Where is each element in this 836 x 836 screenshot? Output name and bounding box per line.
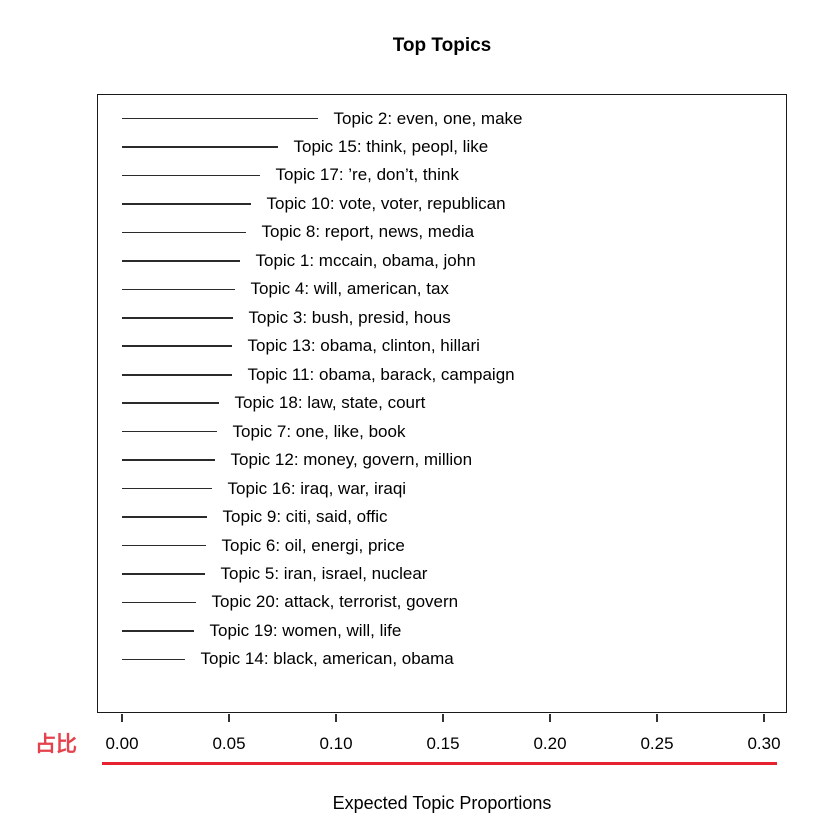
topic-label: Topic 10: vote, voter, republican	[266, 193, 506, 213]
x-axis-tick-label: 0.00	[105, 734, 139, 753]
topic-label: Topic 17: ’re, don’t, think	[275, 165, 459, 185]
topic-proportion-line	[121, 630, 194, 632]
topic-label: Topic 15: think, peopl, like	[293, 136, 489, 156]
topic-label: Topic 2: even, one, make	[333, 108, 523, 128]
topic-proportion-line	[121, 174, 260, 177]
topic-proportion-line	[121, 146, 278, 148]
topic-proportion-line	[121, 231, 246, 234]
topic-row: Topic 12: money, govern, million	[121, 448, 473, 472]
topic-proportion-line	[121, 430, 217, 433]
topic-label: Topic 4: will, american, tax	[250, 279, 449, 299]
topic-proportion-line	[121, 117, 318, 120]
x-axis-tick-label: 0.10	[319, 734, 353, 753]
topic-label: Topic 5: iran, israel, nuclear	[220, 564, 428, 584]
topic-label: Topic 11: obama, barack, campaign	[247, 364, 515, 384]
topic-proportion-line	[121, 373, 232, 376]
topic-label: Topic 3: bush, presid, hous	[248, 307, 451, 327]
topic-row: Topic 13: obama, clinton, hillari	[121, 334, 480, 358]
topic-row: Topic 17: ’re, don’t, think	[121, 163, 459, 187]
topic-proportion-line	[121, 316, 233, 319]
topic-proportion-line	[121, 601, 196, 604]
x-axis-tick-mark	[335, 713, 337, 722]
topic-label: Topic 14: black, american, obama	[200, 649, 454, 669]
topic-label: Topic 1: mccain, obama, john	[255, 250, 476, 270]
topic-row: Topic 15: think, peopl, like	[121, 135, 489, 159]
topic-proportion-line	[121, 459, 215, 461]
x-axis-tick-mark	[228, 713, 230, 722]
x-axis-tick-label: 0.25	[640, 734, 674, 753]
axis-red-underline	[102, 762, 777, 765]
topic-row: Topic 18: law, state, court	[121, 391, 426, 415]
x-axis-title: Expected Topic Proportions	[332, 793, 552, 813]
topic-row: Topic 10: vote, voter, republican	[121, 192, 506, 216]
topic-row: Topic 8: report, news, media	[121, 220, 475, 244]
topic-row: Topic 7: one, like, book	[121, 420, 406, 444]
topic-label: Topic 12: money, govern, million	[230, 450, 473, 470]
topic-label: Topic 18: law, state, court	[234, 393, 426, 413]
chart-title: Top Topics	[392, 35, 492, 56]
x-axis-tick-mark	[121, 713, 123, 722]
topic-row: Topic 6: oil, energi, price	[121, 534, 405, 558]
x-axis-tick-label: 0.30	[747, 734, 781, 753]
topic-label: Topic 6: oil, energi, price	[221, 535, 405, 555]
topic-label: Topic 16: iraq, war, iraqi	[227, 478, 407, 498]
topic-row: Topic 5: iran, israel, nuclear	[121, 562, 428, 586]
x-axis-tick-label: 0.20	[533, 734, 567, 753]
x-axis-tick-mark	[656, 713, 658, 722]
topic-row: Topic 3: bush, presid, hous	[121, 306, 451, 330]
topic-proportion-line	[121, 260, 240, 262]
topic-row: Topic 4: will, american, tax	[121, 277, 449, 301]
topic-label: Topic 13: obama, clinton, hillari	[247, 336, 480, 356]
topic-proportion-line	[121, 203, 251, 205]
x-axis-tick-mark	[549, 713, 551, 722]
x-axis: 0.00 0.05 0.10 0.15 0.20 0.25 0.30	[0, 713, 836, 773]
topic-row: Topic 19: women, will, life	[121, 619, 402, 643]
topic-proportion-line	[121, 516, 207, 518]
topic-row: Topic 9: citi, said, offic	[121, 505, 388, 529]
topic-proportion-line	[121, 345, 232, 348]
topic-label: Topic 8: report, news, media	[261, 222, 475, 242]
topic-label: Topic 9: citi, said, offic	[222, 507, 388, 527]
topic-row: Topic 11: obama, barack, campaign	[121, 363, 515, 387]
topic-proportion-line	[121, 288, 235, 291]
proportion-annotation-cn: 占比	[35, 733, 77, 756]
plot-area: Topic 2: even, one, make Topic 15: think,…	[97, 94, 787, 713]
topic-row: Topic 2: even, one, make	[121, 107, 523, 131]
x-axis-tick-label: 0.05	[212, 734, 246, 753]
topic-proportion-line	[121, 658, 185, 661]
topic-label: Topic 20: attack, terrorist, govern	[211, 592, 459, 612]
topic-row: Topic 20: attack, terrorist, govern	[121, 590, 459, 614]
x-axis-tick-mark	[442, 713, 444, 722]
topic-proportion-line	[121, 573, 205, 575]
topic-label: Topic 19: women, will, life	[209, 620, 402, 640]
topic-row: Topic 1: mccain, obama, john	[121, 249, 476, 273]
topic-row: Topic 16: iraq, war, iraqi	[121, 477, 407, 501]
topic-proportion-line	[121, 402, 219, 404]
x-axis-tick-mark	[763, 713, 765, 722]
topic-label: Topic 7: one, like, book	[232, 421, 406, 441]
topic-row: Topic 14: black, american, obama	[121, 647, 454, 671]
topic-proportion-line	[121, 487, 212, 490]
topic-proportion-line	[121, 544, 206, 547]
x-axis-tick-label: 0.15	[426, 734, 460, 753]
